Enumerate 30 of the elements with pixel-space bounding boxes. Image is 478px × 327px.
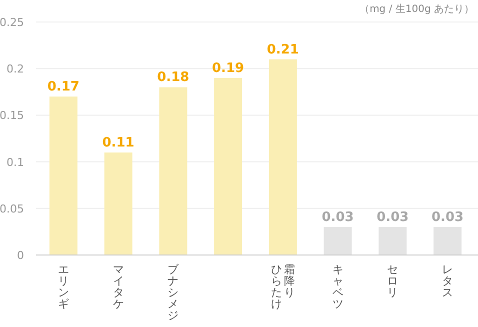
y-tick-label: 0.05 bbox=[0, 202, 24, 216]
bar bbox=[104, 152, 132, 255]
data-label: 0.18 bbox=[157, 70, 190, 86]
bar bbox=[268, 59, 297, 255]
y-tick-label: 0.2 bbox=[6, 62, 24, 76]
bar bbox=[324, 227, 352, 255]
x-tick-label: エリンギ bbox=[58, 263, 69, 310]
x-tick-label: セロリ bbox=[387, 263, 398, 299]
data-label: 0.19 bbox=[212, 60, 244, 76]
x-tick-label: ブナシメジ bbox=[168, 263, 180, 322]
x-tick-label: 霜降りひらたけ bbox=[270, 263, 295, 310]
bar bbox=[49, 96, 78, 255]
data-label: 0.03 bbox=[322, 210, 354, 226]
bar bbox=[434, 227, 462, 255]
bar bbox=[159, 87, 188, 255]
y-tick-label: 0 bbox=[17, 249, 24, 262]
y-tick-label: 0.15 bbox=[0, 109, 24, 122]
x-tick-label: レタス bbox=[442, 263, 454, 299]
data-label: 0.21 bbox=[266, 42, 299, 58]
bar bbox=[214, 78, 242, 255]
x-tick-label: キャベツ bbox=[332, 263, 344, 310]
text: （mg / 生100g あたり） bbox=[360, 3, 474, 15]
y-tick-label: 0.25 bbox=[0, 16, 24, 29]
x-tick-label: マイタケ bbox=[112, 263, 124, 310]
data-label: 0.03 bbox=[376, 210, 409, 226]
data-label: 0.03 bbox=[432, 210, 464, 226]
y-tick-label: 0.1 bbox=[6, 156, 24, 169]
bar bbox=[378, 227, 407, 255]
data-label: 0.11 bbox=[102, 135, 134, 150]
data-label: 0.17 bbox=[47, 80, 80, 95]
